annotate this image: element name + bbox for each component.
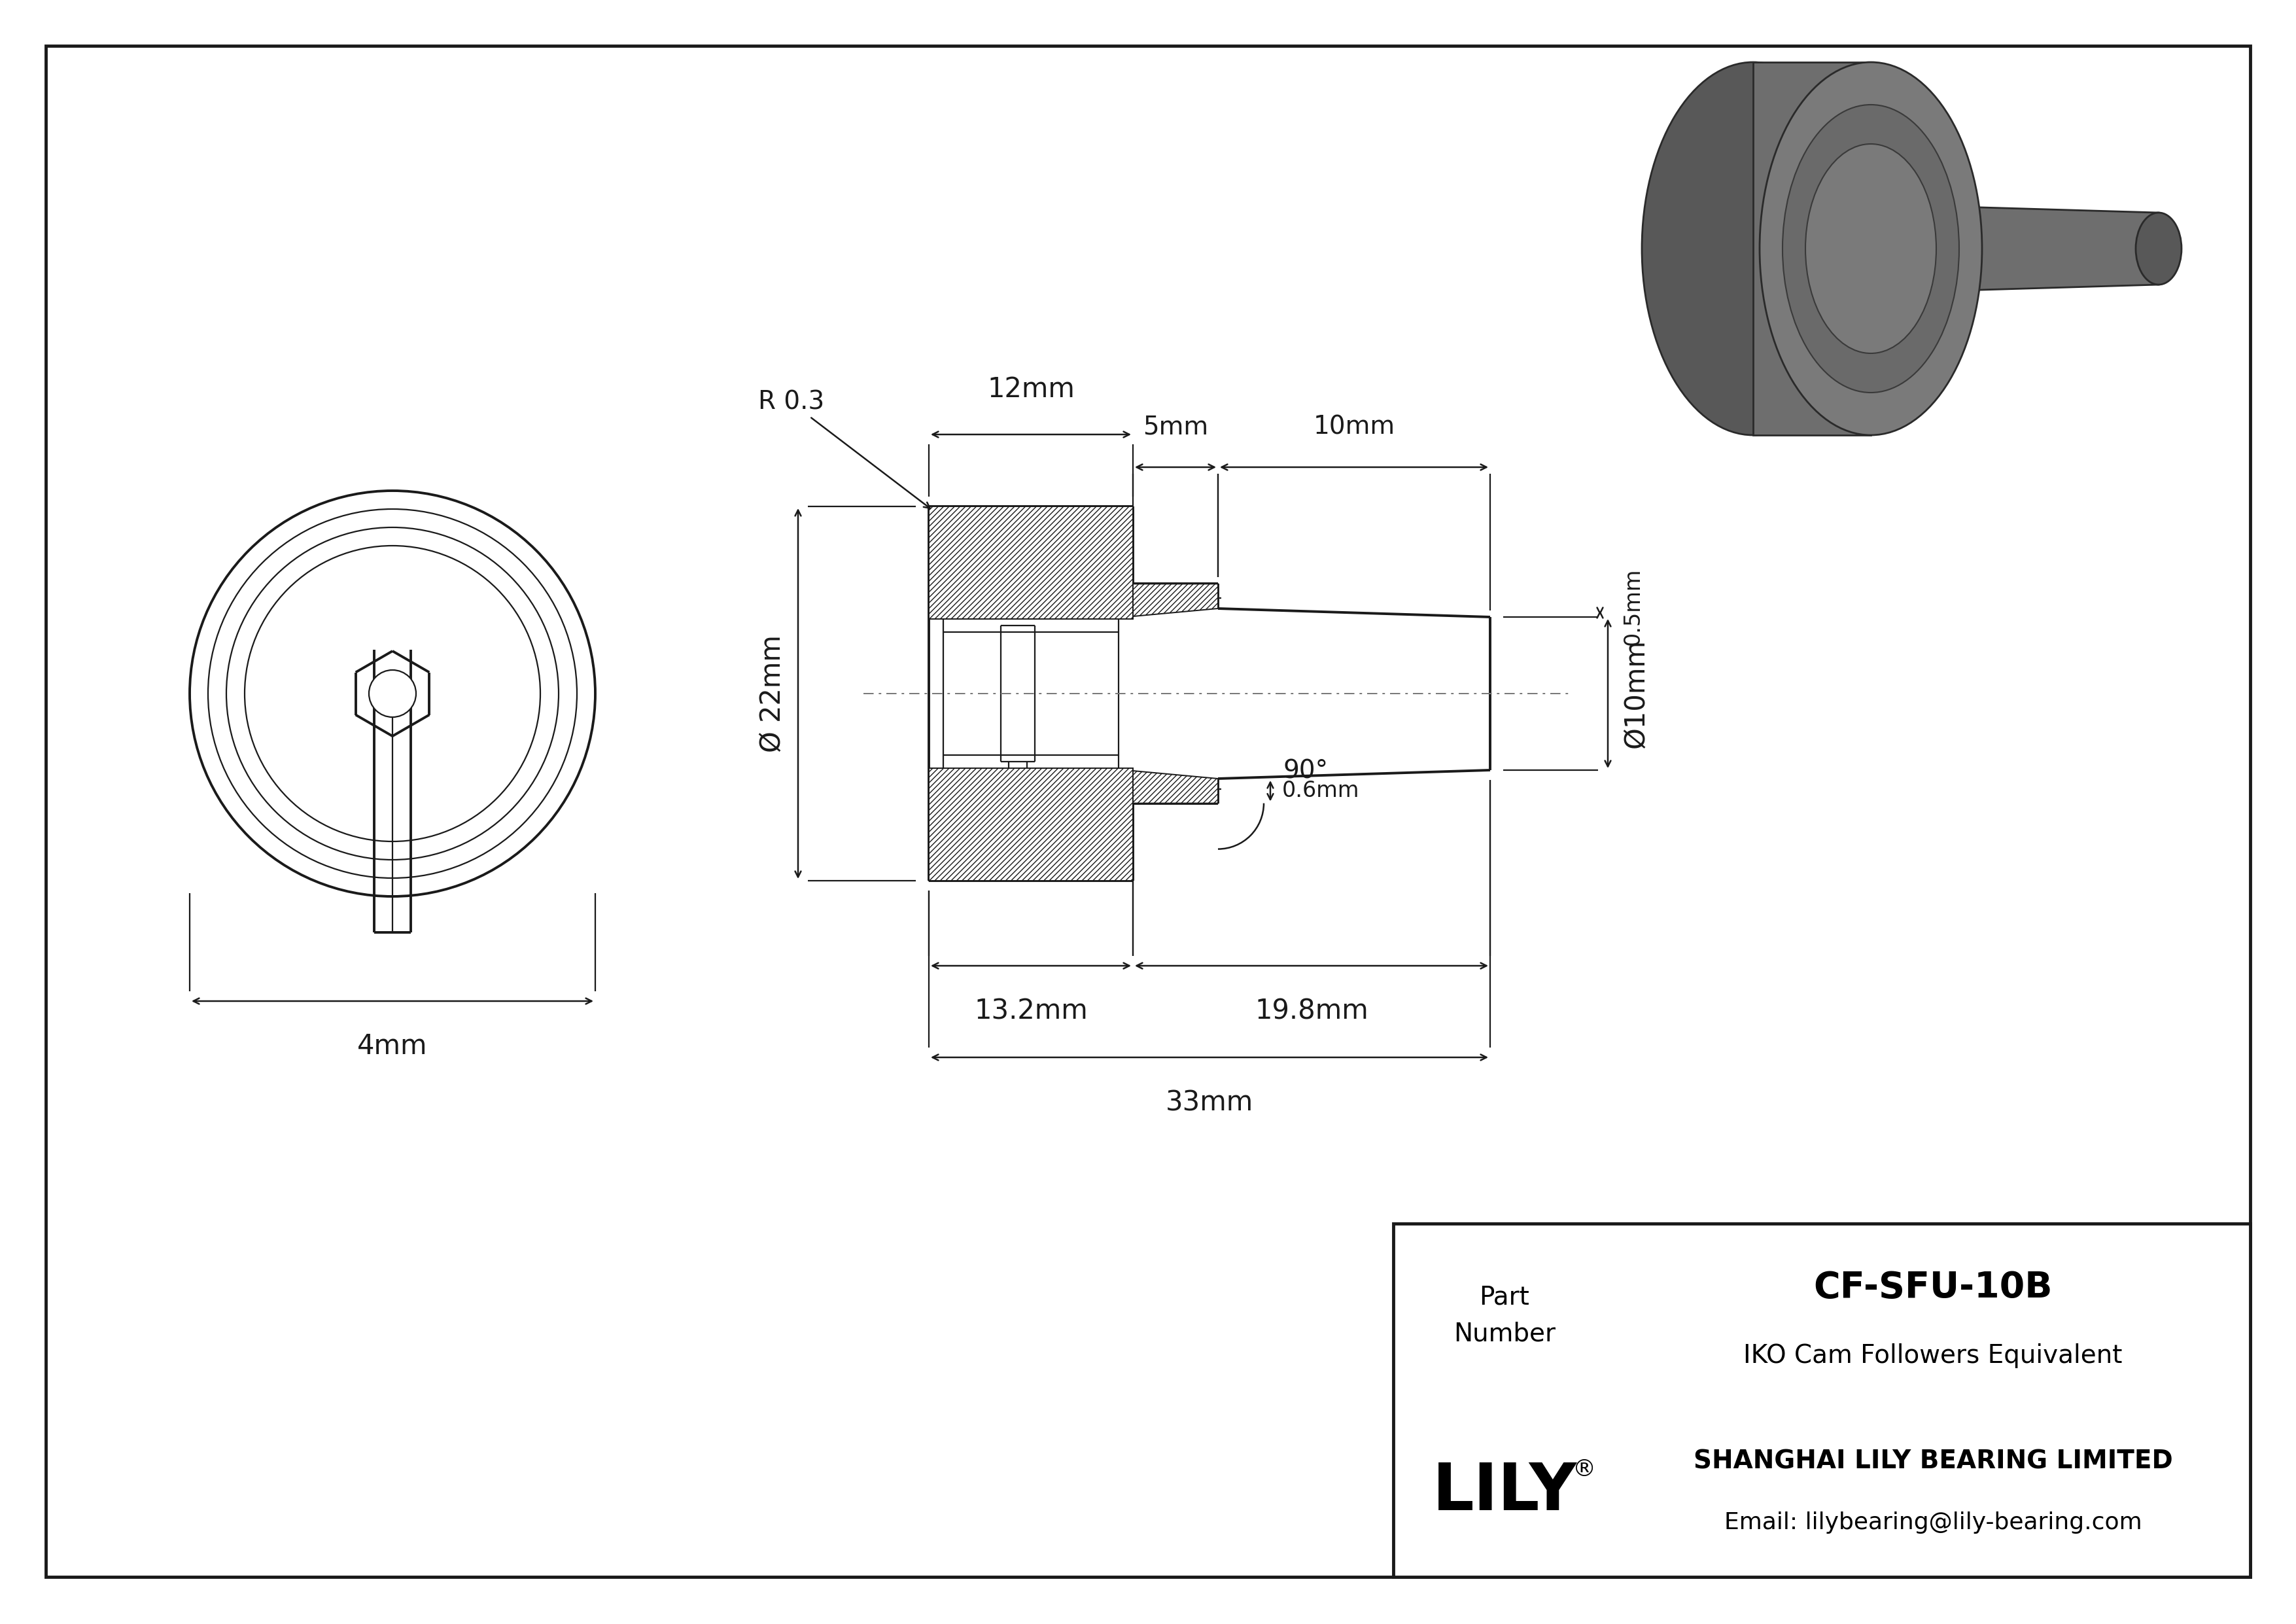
Ellipse shape — [1642, 62, 1864, 435]
Text: Part
Number: Part Number — [1453, 1285, 1554, 1346]
Text: 33mm: 33mm — [1166, 1088, 1254, 1116]
Text: 12mm: 12mm — [987, 375, 1075, 403]
Polygon shape — [1871, 205, 2158, 292]
Polygon shape — [930, 768, 1132, 880]
Ellipse shape — [1759, 62, 1981, 435]
Text: IKO Cam Followers Equivalent: IKO Cam Followers Equivalent — [1743, 1343, 2122, 1369]
Text: R 0.3: R 0.3 — [758, 390, 930, 508]
Ellipse shape — [2135, 213, 2181, 284]
Text: 0.6mm: 0.6mm — [1281, 780, 1359, 802]
Text: Ø10mm: Ø10mm — [1623, 638, 1651, 749]
Ellipse shape — [227, 528, 558, 859]
Polygon shape — [1132, 585, 1217, 619]
Ellipse shape — [209, 508, 576, 879]
Polygon shape — [1132, 768, 1217, 804]
Text: SHANGHAI LILY BEARING LIMITED: SHANGHAI LILY BEARING LIMITED — [1692, 1449, 2172, 1475]
Text: 0.5mm: 0.5mm — [1623, 567, 1644, 645]
Text: 4mm: 4mm — [358, 1033, 427, 1060]
Polygon shape — [930, 507, 1132, 619]
Text: CF-SFU-10B: CF-SFU-10B — [1814, 1270, 2053, 1306]
Ellipse shape — [246, 546, 540, 841]
Polygon shape — [1754, 62, 1871, 435]
Text: 5mm: 5mm — [1143, 414, 1208, 440]
Bar — [1394, 1223, 2250, 1577]
Text: 13.2mm: 13.2mm — [974, 997, 1088, 1025]
Text: 90°: 90° — [1283, 758, 1329, 784]
Text: Email: lilybearing@lily-bearing.com: Email: lilybearing@lily-bearing.com — [1724, 1512, 2142, 1533]
Ellipse shape — [1782, 104, 1958, 393]
Text: 10mm: 10mm — [1313, 414, 1396, 440]
Text: ®: ® — [1573, 1458, 1596, 1481]
Text: 19.8mm: 19.8mm — [1254, 997, 1368, 1025]
Text: LILY: LILY — [1433, 1460, 1577, 1523]
Ellipse shape — [1805, 145, 1936, 354]
Text: Ø 22mm: Ø 22mm — [758, 635, 785, 752]
Ellipse shape — [191, 490, 595, 896]
Ellipse shape — [370, 671, 416, 718]
